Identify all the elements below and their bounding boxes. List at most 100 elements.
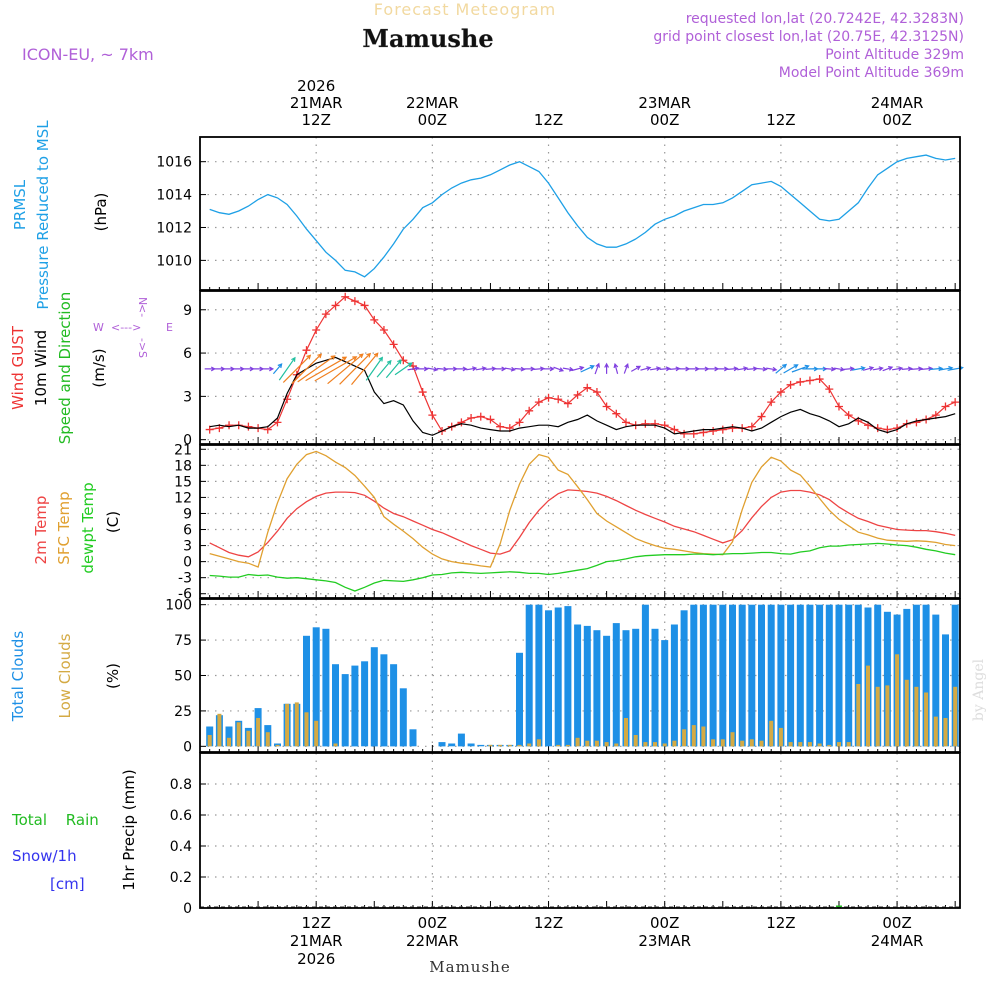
gust-marker bbox=[563, 399, 572, 408]
total-cloud-bar bbox=[748, 604, 756, 747]
wind-panel: 0 3 6 9 bbox=[183, 290, 964, 449]
wind-direction-arrow bbox=[305, 356, 348, 382]
gust-marker bbox=[912, 418, 921, 427]
low-cloud-bar bbox=[720, 739, 725, 747]
low-cloud-bar bbox=[498, 744, 503, 747]
wind-legend: Wind GUST 10m Wind Speed and Direction (… bbox=[9, 292, 173, 445]
total-cloud-bar bbox=[399, 688, 407, 747]
bottom-axis-label: 23MAR bbox=[638, 932, 691, 950]
gust-marker bbox=[476, 412, 485, 421]
wind-direction-arrow bbox=[823, 366, 837, 372]
tick-label-y: 50 bbox=[174, 669, 192, 685]
wind-direction-arrow bbox=[224, 366, 236, 372]
low-cloud-bar bbox=[943, 718, 948, 747]
total-cloud-bar bbox=[816, 604, 824, 747]
gust-marker bbox=[680, 429, 689, 438]
total-cloud-bar bbox=[806, 604, 814, 747]
bottom-axis-label: 12Z bbox=[534, 914, 563, 932]
legend-snow-unit: [cm] bbox=[50, 875, 85, 893]
total-cloud-bar bbox=[535, 604, 543, 747]
wind-direction-arrow bbox=[253, 366, 265, 372]
low-cloud-bar bbox=[914, 686, 919, 747]
wind-direction-arrow bbox=[640, 366, 652, 371]
gust-marker bbox=[796, 377, 805, 386]
precip-panel: 0 0.2 0.4 0.6 0.8 bbox=[170, 752, 961, 917]
low-cloud-bar bbox=[788, 742, 793, 747]
wind-direction-arrow bbox=[437, 366, 449, 372]
total-cloud-bar bbox=[322, 628, 330, 747]
gust-marker bbox=[428, 411, 437, 420]
clouds-panel: 0 25 50 75 100 bbox=[165, 598, 961, 755]
total-cloud-bar bbox=[738, 604, 746, 747]
tick-label-y: 25 bbox=[174, 704, 192, 720]
panel-frame bbox=[199, 598, 961, 753]
legend-total-clouds: Total Clouds bbox=[9, 631, 27, 723]
top-axis-label: 23MAR bbox=[638, 94, 691, 112]
tick-label-y: 1016 bbox=[156, 155, 192, 171]
wind-direction-arrow bbox=[594, 362, 600, 375]
top-axis-label: 00Z bbox=[650, 111, 679, 129]
tick-label-y: 0.6 bbox=[170, 808, 192, 824]
wind-direction-arrow bbox=[278, 356, 296, 381]
total-cloud-bar bbox=[835, 604, 843, 747]
compass-east: E bbox=[166, 321, 173, 334]
bottom-axis-label: 24MAR bbox=[871, 932, 924, 950]
wind-direction-arrow bbox=[910, 366, 924, 372]
gust-marker bbox=[776, 388, 785, 397]
temp-2m-line bbox=[209, 489, 956, 558]
top-axis-label: 12Z bbox=[534, 111, 563, 129]
wind-direction-arrow bbox=[262, 366, 275, 372]
low-cloud-bar bbox=[265, 732, 270, 747]
total-cloud-bar bbox=[370, 647, 378, 747]
credit-watermark: by Angel bbox=[971, 658, 987, 721]
gust-marker bbox=[457, 418, 466, 427]
tick-label-y: 6 bbox=[183, 523, 192, 539]
gust-marker bbox=[747, 422, 756, 431]
wind-direction-arrow bbox=[851, 366, 866, 371]
total-cloud-bar bbox=[390, 664, 398, 747]
point-altitude: Point Altitude 329m bbox=[825, 47, 964, 63]
total-cloud-bar bbox=[361, 661, 369, 747]
low-cloud-bar bbox=[275, 744, 280, 747]
gust-marker bbox=[360, 301, 369, 310]
low-cloud-bar bbox=[807, 742, 812, 747]
low-cloud-bar bbox=[304, 712, 309, 747]
total-cloud-bar bbox=[303, 635, 310, 747]
gust-marker bbox=[554, 395, 563, 404]
wind-direction-arrow bbox=[514, 366, 526, 372]
total-cloud-bar bbox=[932, 614, 940, 747]
total-cloud-bar bbox=[477, 744, 485, 747]
low-cloud-bar bbox=[817, 743, 822, 747]
low-cloud-bar bbox=[924, 692, 929, 747]
pressure-line bbox=[209, 154, 956, 278]
wind-direction-arrow bbox=[562, 366, 575, 372]
wind-direction-arrow bbox=[314, 356, 358, 382]
total-cloud-bar bbox=[583, 625, 591, 747]
wind-direction-arrow bbox=[717, 366, 730, 372]
compass-north: N bbox=[136, 297, 149, 305]
wind-direction-arrow bbox=[862, 366, 875, 371]
legend-pressure-msl: Pressure Reduced to MSL bbox=[34, 120, 52, 310]
wind-direction-arrow bbox=[543, 366, 555, 372]
low-cloud-bar bbox=[585, 740, 590, 747]
total-cloud-bar bbox=[351, 665, 359, 747]
wind-direction-arrow bbox=[466, 366, 478, 372]
tick-label-y: 100 bbox=[165, 598, 192, 614]
low-cloud-bar bbox=[866, 665, 870, 747]
tick-label-y: 3 bbox=[183, 389, 192, 405]
tick-label-y: 0.8 bbox=[170, 777, 192, 793]
bottom-axis-label: 00Z bbox=[882, 914, 911, 932]
location-title: Mamushe bbox=[362, 24, 493, 53]
wind-direction-arrow bbox=[475, 366, 487, 372]
model-label: ICON-EU, ~ 7km bbox=[22, 45, 154, 64]
wind-direction-arrow bbox=[495, 366, 507, 372]
precip-legend: Total Rain Snow/1h [cm] 1hr Precip (mm) bbox=[11, 769, 138, 893]
wind-direction-arrow bbox=[291, 353, 323, 385]
top-axis-label: 00Z bbox=[882, 111, 911, 129]
panel-frame bbox=[199, 752, 961, 909]
low-cloud-bar bbox=[314, 720, 319, 747]
top-axis-label: 21MAR bbox=[290, 94, 343, 112]
total-cloud-bar bbox=[574, 624, 582, 747]
